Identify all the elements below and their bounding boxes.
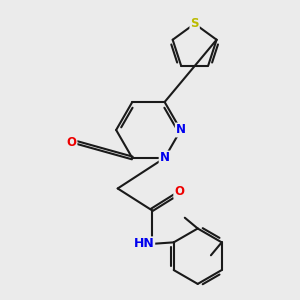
Text: O: O (67, 136, 76, 149)
Text: HN: HN (134, 237, 154, 250)
Text: N: N (160, 152, 170, 164)
Text: N: N (176, 124, 186, 136)
Text: S: S (190, 17, 199, 30)
Text: O: O (174, 185, 184, 198)
